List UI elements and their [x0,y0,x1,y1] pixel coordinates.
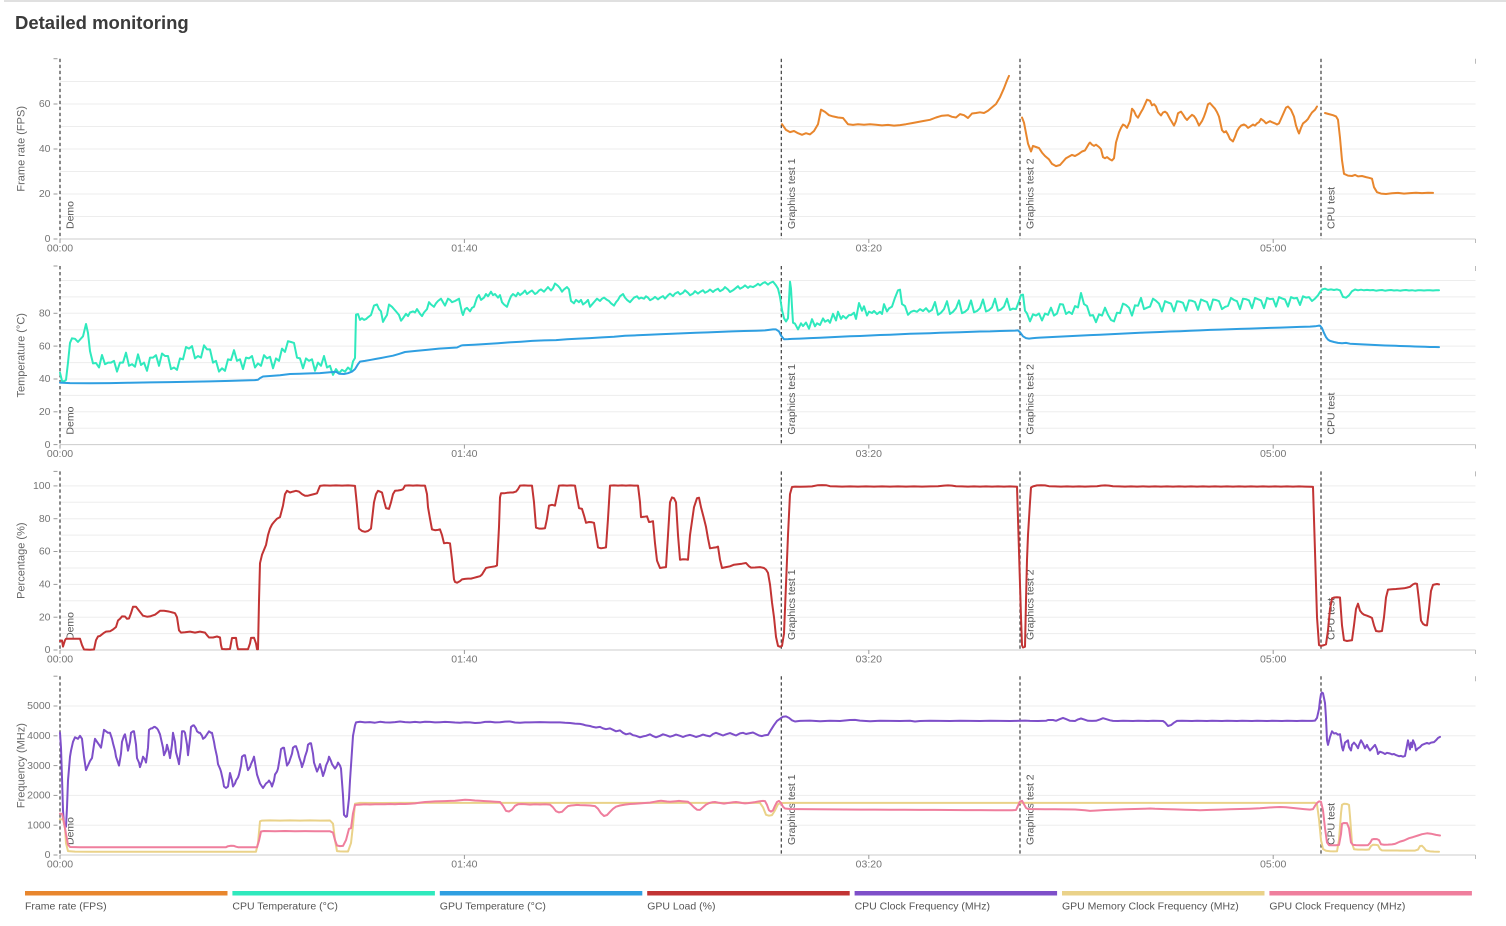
svg-text:01:40: 01:40 [451,654,477,666]
svg-text:60: 60 [39,98,51,110]
svg-text:40: 40 [39,373,51,385]
svg-text:03:20: 03:20 [856,859,882,871]
svg-text:00:00: 00:00 [47,243,73,255]
svg-text:0: 0 [45,849,51,861]
svg-text:1000: 1000 [27,819,51,831]
svg-text:05:00: 05:00 [1260,243,1286,255]
svg-text:100: 100 [33,480,51,492]
svg-text:Percentage (%): Percentage (%) [16,522,28,598]
svg-text:03:20: 03:20 [856,448,882,460]
svg-text:2000: 2000 [27,790,51,802]
svg-text:GPU Memory Clock Frequency (MH: GPU Memory Clock Frequency (MHz) [1062,901,1239,913]
svg-text:CPU test: CPU test [1326,803,1338,845]
svg-text:Detailed monitoring: Detailed monitoring [15,12,189,33]
svg-text:01:40: 01:40 [451,243,477,255]
svg-text:Graphics test 1: Graphics test 1 [786,364,798,435]
svg-text:Graphics test 2: Graphics test 2 [1025,569,1037,640]
svg-text:Graphics test 1: Graphics test 1 [786,569,798,640]
svg-text:CPU Clock Frequency (MHz): CPU Clock Frequency (MHz) [855,901,990,913]
svg-text:00:00: 00:00 [47,654,73,666]
svg-text:40: 40 [39,143,51,155]
svg-text:01:40: 01:40 [451,448,477,460]
svg-text:20: 20 [39,611,51,623]
svg-text:03:20: 03:20 [856,243,882,255]
svg-text:3000: 3000 [27,760,51,772]
svg-text:00:00: 00:00 [47,448,73,460]
svg-text:Frequency (MHz): Frequency (MHz) [16,723,28,808]
svg-text:05:00: 05:00 [1260,448,1286,460]
svg-text:0: 0 [45,233,51,245]
svg-text:Temperature (°C): Temperature (°C) [16,313,28,397]
svg-text:Graphics test 1: Graphics test 1 [786,158,798,229]
svg-text:80: 80 [39,308,51,320]
svg-text:03:20: 03:20 [856,654,882,666]
svg-text:Frame rate (FPS): Frame rate (FPS) [16,106,28,192]
svg-text:Demo: Demo [65,406,77,434]
svg-text:GPU Load (%): GPU Load (%) [647,901,715,913]
svg-text:Graphics test 2: Graphics test 2 [1025,158,1037,229]
svg-text:0: 0 [45,644,51,656]
svg-text:60: 60 [39,340,51,352]
svg-text:01:40: 01:40 [451,859,477,871]
svg-text:CPU test: CPU test [1326,393,1338,435]
svg-text:0: 0 [45,439,51,451]
svg-text:CPU test: CPU test [1326,187,1338,229]
svg-text:20: 20 [39,406,51,418]
svg-text:5000: 5000 [27,700,51,712]
svg-text:Demo: Demo [65,612,77,640]
svg-text:4000: 4000 [27,730,51,742]
svg-text:GPU Temperature (°C): GPU Temperature (°C) [440,901,546,913]
svg-text:05:00: 05:00 [1260,654,1286,666]
svg-text:00:00: 00:00 [47,859,73,871]
svg-text:Frame rate (FPS): Frame rate (FPS) [25,901,107,913]
svg-text:80: 80 [39,513,51,525]
svg-text:CPU Temperature (°C): CPU Temperature (°C) [232,901,338,913]
svg-text:20: 20 [39,188,51,200]
svg-text:40: 40 [39,579,51,591]
svg-text:Graphics test 2: Graphics test 2 [1025,364,1037,435]
svg-text:Demo: Demo [65,201,77,229]
svg-text:GPU Clock Frequency (MHz): GPU Clock Frequency (MHz) [1269,901,1405,913]
svg-text:60: 60 [39,546,51,558]
svg-text:05:00: 05:00 [1260,859,1286,871]
